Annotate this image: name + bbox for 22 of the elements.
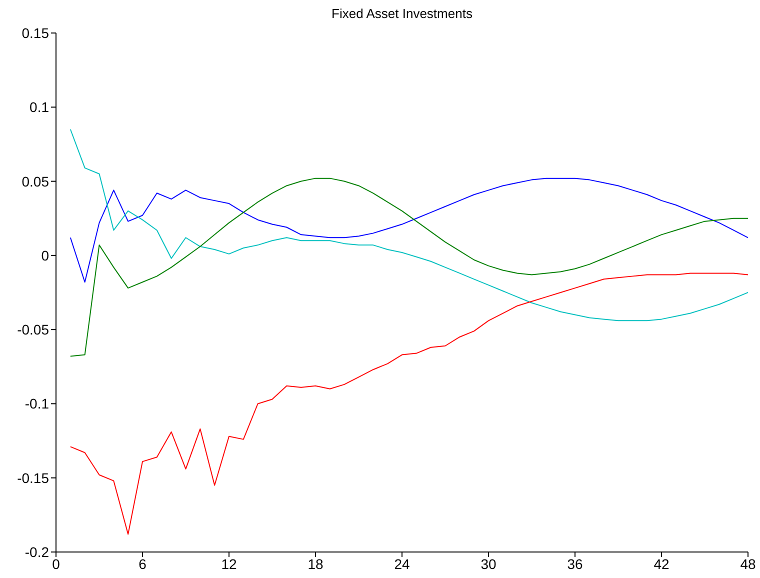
x-tick-label: 36 [567,556,583,572]
y-tick-label: 0.15 [22,24,50,41]
x-tick-label: 48 [740,556,756,572]
line-series [70,178,748,357]
x-tick-label: 12 [221,556,237,572]
line-series [70,178,748,283]
y-tick-label: -0.05 [17,322,50,338]
y-tick-label: -0.15 [17,470,50,486]
line-series [70,128,748,322]
x-tick-label: 42 [654,556,670,572]
y-tick-label: -0.1 [24,396,50,412]
y-tick-label: 0.1 [30,99,50,116]
chart-title: Fixed Asset Investments [330,6,474,21]
x-tick-label: 0 [52,556,60,572]
x-tick-label: 30 [480,556,496,572]
x-tick-label: 24 [394,556,410,572]
y-tick-label: -0.2 [24,544,50,560]
line-series [70,272,748,535]
x-tick-label: 18 [308,556,324,572]
y-tick-label: 0.05 [22,173,50,190]
y-tick-label: 0 [41,247,50,264]
x-tick-label: 6 [138,556,147,572]
